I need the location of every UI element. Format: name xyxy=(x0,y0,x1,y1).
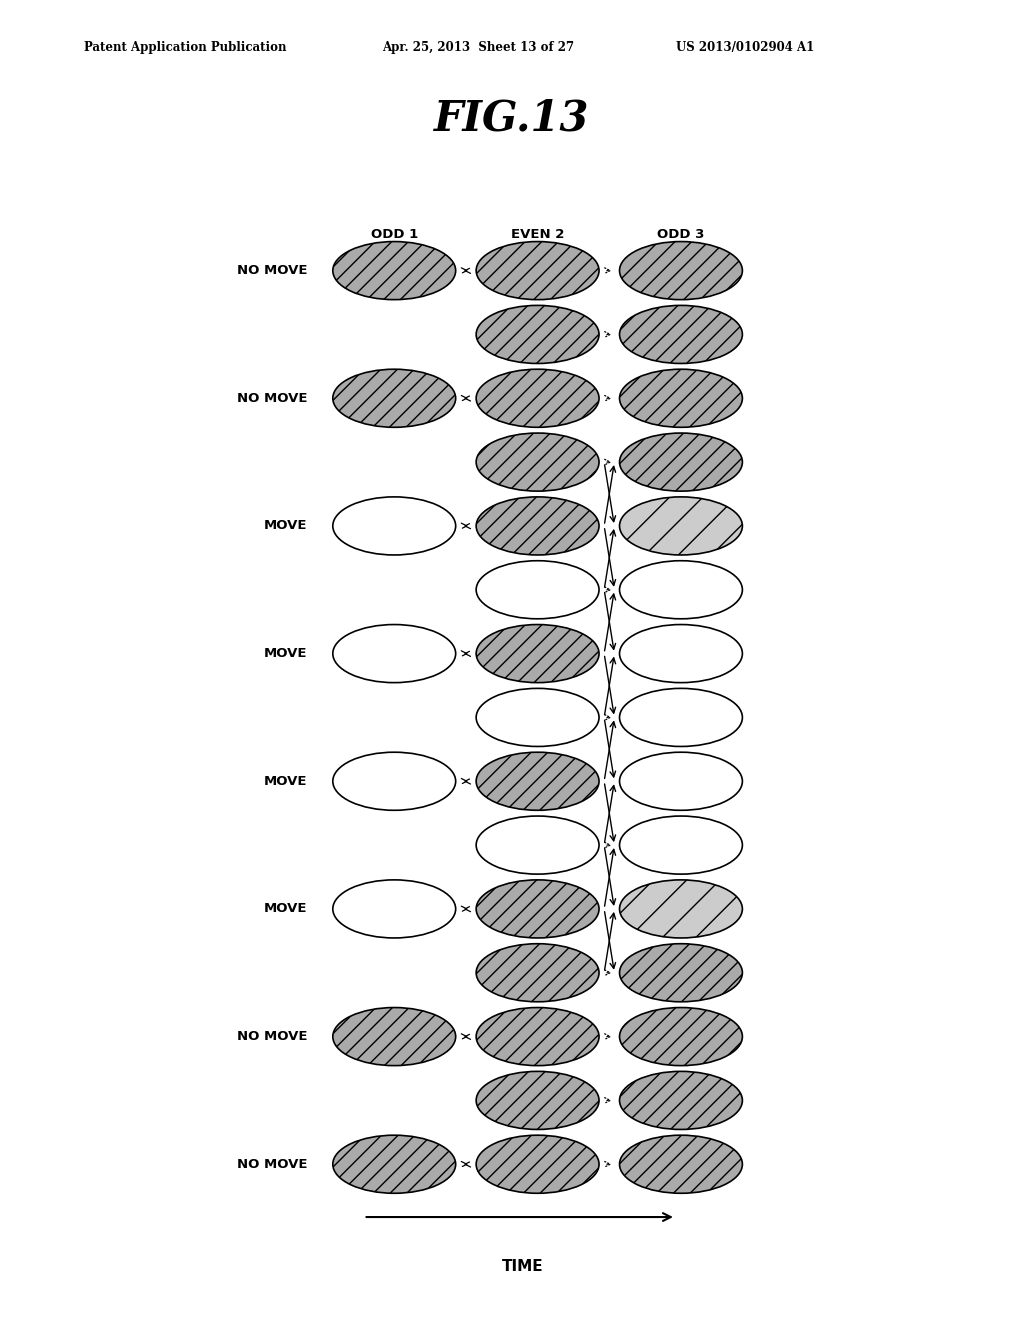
Ellipse shape xyxy=(620,880,742,939)
Ellipse shape xyxy=(620,624,742,682)
Ellipse shape xyxy=(620,1007,742,1065)
Ellipse shape xyxy=(476,242,599,300)
Ellipse shape xyxy=(620,433,742,491)
Text: MOVE: MOVE xyxy=(264,775,307,788)
Ellipse shape xyxy=(476,816,599,874)
Ellipse shape xyxy=(476,370,599,428)
Text: NO MOVE: NO MOVE xyxy=(237,1030,307,1043)
Ellipse shape xyxy=(476,1007,599,1065)
Text: MOVE: MOVE xyxy=(264,647,307,660)
Ellipse shape xyxy=(620,305,742,363)
Text: Apr. 25, 2013  Sheet 13 of 27: Apr. 25, 2013 Sheet 13 of 27 xyxy=(382,41,574,54)
Ellipse shape xyxy=(476,561,599,619)
Text: FIG.13: FIG.13 xyxy=(434,98,590,140)
Ellipse shape xyxy=(476,752,599,810)
Text: NO MOVE: NO MOVE xyxy=(237,1158,307,1171)
Ellipse shape xyxy=(476,624,599,682)
Text: NO MOVE: NO MOVE xyxy=(237,392,307,405)
Ellipse shape xyxy=(620,689,742,747)
Ellipse shape xyxy=(333,880,456,939)
Text: ODD 1: ODD 1 xyxy=(371,228,418,242)
Ellipse shape xyxy=(333,624,456,682)
Ellipse shape xyxy=(620,1072,742,1130)
Ellipse shape xyxy=(476,433,599,491)
Text: US 2013/0102904 A1: US 2013/0102904 A1 xyxy=(676,41,814,54)
Ellipse shape xyxy=(620,1135,742,1193)
Ellipse shape xyxy=(333,1007,456,1065)
Text: EVEN 2: EVEN 2 xyxy=(511,228,564,242)
Ellipse shape xyxy=(620,242,742,300)
Ellipse shape xyxy=(620,370,742,428)
Ellipse shape xyxy=(333,370,456,428)
Ellipse shape xyxy=(333,496,456,554)
Ellipse shape xyxy=(333,1135,456,1193)
Text: MOVE: MOVE xyxy=(264,520,307,532)
Ellipse shape xyxy=(333,752,456,810)
Ellipse shape xyxy=(476,305,599,363)
Ellipse shape xyxy=(476,689,599,747)
Ellipse shape xyxy=(476,1072,599,1130)
Ellipse shape xyxy=(476,880,599,939)
Text: ODD 3: ODD 3 xyxy=(657,228,705,242)
Ellipse shape xyxy=(620,816,742,874)
Ellipse shape xyxy=(476,496,599,554)
Ellipse shape xyxy=(620,944,742,1002)
Ellipse shape xyxy=(476,944,599,1002)
Text: TIME: TIME xyxy=(502,1259,543,1274)
Ellipse shape xyxy=(333,242,456,300)
Text: Patent Application Publication: Patent Application Publication xyxy=(84,41,287,54)
Text: NO MOVE: NO MOVE xyxy=(237,264,307,277)
Text: MOVE: MOVE xyxy=(264,903,307,915)
Ellipse shape xyxy=(476,1135,599,1193)
Ellipse shape xyxy=(620,561,742,619)
Ellipse shape xyxy=(620,752,742,810)
Ellipse shape xyxy=(620,496,742,554)
